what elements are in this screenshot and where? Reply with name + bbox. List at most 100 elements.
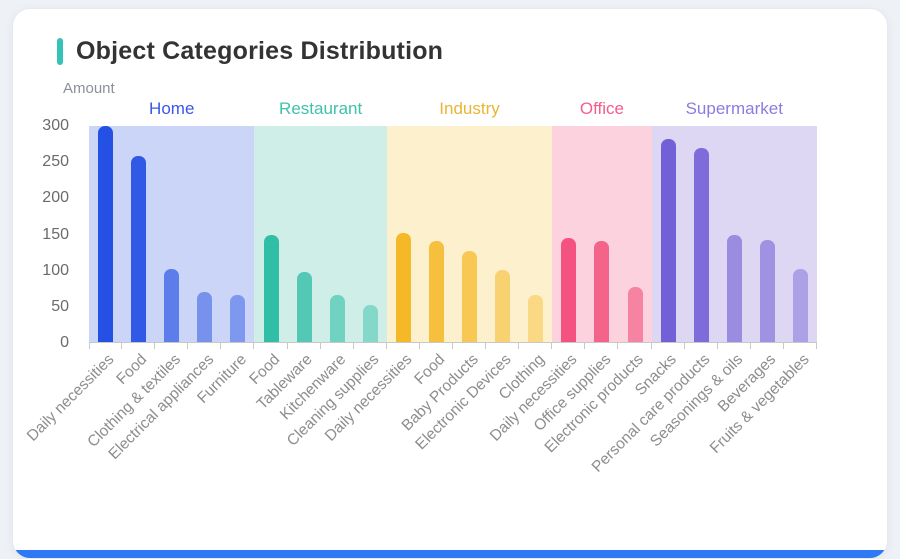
bar-slot: [552, 126, 585, 342]
bar-slot: [122, 126, 155, 342]
bar-slot: [420, 126, 453, 342]
x-tick: Food: [114, 343, 156, 503]
group-label: Home: [149, 99, 195, 118]
x-tick: Furniture: [194, 343, 255, 503]
x-tick: Electronic products: [542, 343, 652, 503]
y-tick-label: 300: [42, 117, 69, 134]
x-tick: Electrical appliances: [105, 343, 222, 503]
plot-area: Home Restaurant Industry Office Supermarket: [89, 99, 817, 343]
bar: [362, 305, 378, 342]
x-axis: Daily necessities Food Clothing & textiles…: [24, 343, 818, 503]
bar-slot: [254, 126, 287, 342]
bar-slot: [652, 126, 685, 342]
x-tick: Office supplies: [530, 343, 619, 503]
bar-slot: [288, 126, 321, 342]
bar-slot: [784, 126, 817, 342]
bar-slot: [685, 126, 718, 342]
x-label-group: Snacks Personal care products Seasonings &…: [588, 343, 818, 503]
bar: [98, 126, 114, 342]
group-bars: [387, 126, 552, 342]
bar: [395, 233, 411, 342]
chart-card: Object Categories Distribution Amount 30…: [12, 8, 888, 559]
title-accent-bar: [57, 38, 63, 65]
bar: [660, 138, 676, 342]
x-label-group: Food Tableware Kitchenware Cleaning supplie…: [246, 343, 387, 503]
group-band-home: Home: [89, 99, 255, 342]
group-band-office: Office: [552, 99, 652, 342]
y-tick-label: 200: [42, 189, 69, 207]
bar: [528, 295, 544, 342]
y-axis-title: Amount: [63, 80, 115, 97]
x-label-group: Daily necessities Food Clothing & textiles…: [24, 343, 255, 503]
bar-slot: [486, 126, 519, 342]
bar-slot: [89, 126, 122, 342]
bar: [759, 239, 775, 342]
card-header: Object Categories Distribution: [13, 9, 887, 66]
x-tick: Clothing & textiles: [84, 343, 189, 503]
group-band-restaurant: Restaurant: [254, 99, 387, 342]
bar-slot: [221, 126, 254, 342]
bar: [495, 270, 511, 342]
y-tick-label: 150: [42, 225, 69, 243]
bar-slot: [453, 126, 486, 342]
bar-slot: [354, 126, 387, 342]
group-label: Supermarket: [685, 99, 783, 118]
group-bars: [254, 126, 386, 342]
x-tick: Electronic Devices: [412, 343, 520, 503]
bar-slot: [155, 126, 188, 342]
y-axis: 300 250 200 150 100 50 0: [23, 117, 79, 351]
bar-slot: [618, 126, 651, 342]
footer-accent-bar: [13, 550, 887, 558]
x-tick: Snacks: [632, 343, 685, 503]
bar: [131, 156, 147, 342]
bar-slot: [718, 126, 751, 342]
chart-area: Amount 300 250 200 150 100 50 0 Home Restaurant…: [42, 80, 817, 351]
x-tick: Baby Products: [398, 343, 487, 503]
bar: [296, 272, 312, 342]
x-tick: Kitchenware: [277, 343, 354, 503]
bar-slot: [519, 126, 552, 342]
group-band-industry: Industry: [386, 99, 553, 342]
bar: [627, 287, 643, 342]
bar-slot: [387, 126, 420, 342]
x-tick: Food: [411, 343, 454, 503]
group-label: Restaurant: [279, 99, 363, 118]
bar: [462, 251, 478, 342]
group-band-supermarket: Supermarket: [651, 99, 817, 342]
bar: [693, 147, 709, 342]
bar: [792, 268, 808, 342]
x-tick: Food: [246, 343, 288, 503]
x-tick: Daily necessities: [322, 343, 421, 503]
group-bars: [89, 126, 254, 342]
x-tick: Tableware: [254, 343, 321, 503]
bar: [197, 292, 213, 342]
group-bars: [552, 126, 651, 342]
group-label: Industry: [439, 99, 500, 118]
x-tick: Beverages: [715, 343, 785, 503]
x-tick: Daily necessities: [487, 343, 586, 503]
x-tick: Personal care products: [588, 343, 718, 503]
bar: [594, 241, 610, 342]
group-label: Office: [579, 99, 624, 118]
x-label-group: Daily necessities Office supplies Electron…: [487, 343, 652, 503]
bar: [561, 238, 577, 342]
bar: [428, 241, 444, 342]
y-tick-label: 100: [42, 261, 69, 279]
page-title: Object Categories Distribution: [76, 37, 444, 65]
bar-slot: [188, 126, 221, 342]
x-tick: Seasonings & oils: [647, 343, 751, 503]
bar-slot: [751, 126, 784, 342]
bar: [329, 295, 345, 342]
group-bars: [652, 126, 817, 342]
bar: [263, 234, 279, 342]
bar-slot: [585, 126, 618, 342]
y-tick-label: 50: [51, 297, 69, 315]
x-tick: Daily necessities: [24, 343, 123, 503]
bar: [726, 234, 742, 342]
y-tick-label: 0: [60, 334, 69, 351]
x-label-group: Daily necessities Food Baby Products Electr…: [322, 343, 553, 503]
y-tick-label: 250: [42, 153, 69, 171]
bar-slot: [321, 126, 354, 342]
bar: [230, 295, 246, 342]
bar: [164, 268, 180, 342]
